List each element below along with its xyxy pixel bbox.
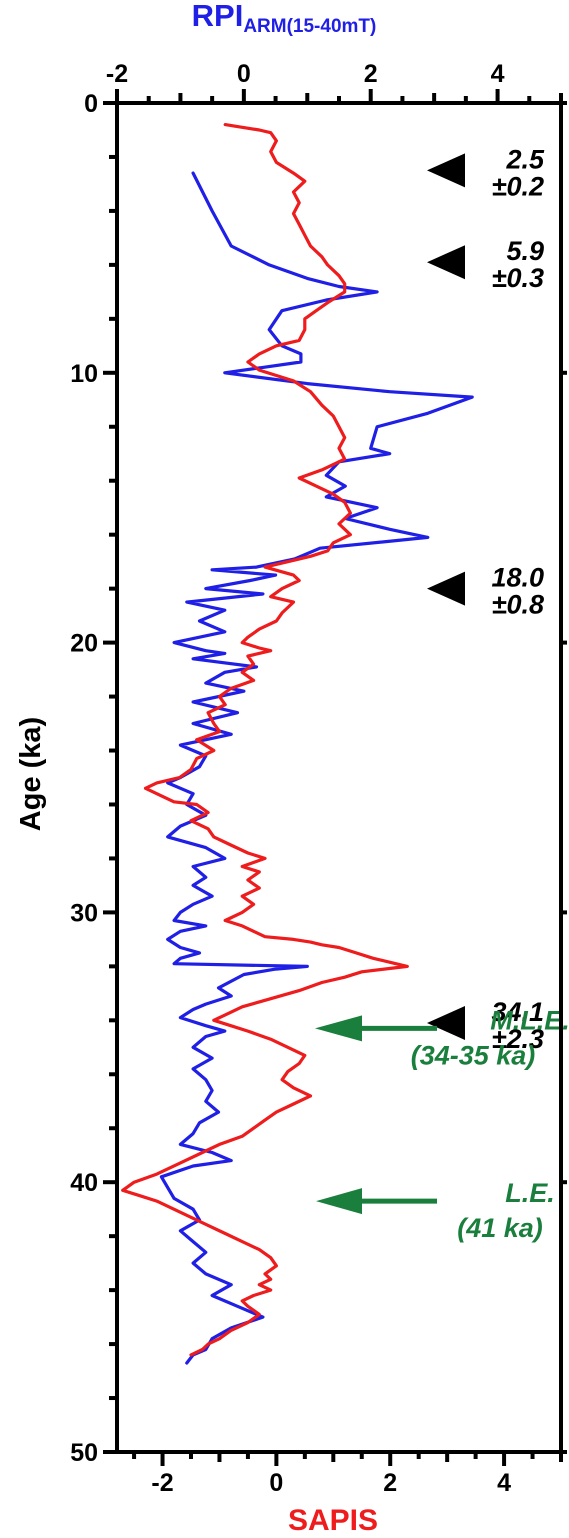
- axis-layer: 0 10 20 30 40 50 -2 0 2 4 -2 0 2 4: [70, 60, 567, 1497]
- series-layer: [121, 122, 474, 1365]
- event-name: M.L.E.: [490, 1005, 569, 1035]
- y-tick-label: 20: [70, 630, 98, 658]
- y-tick-label: 10: [70, 360, 98, 388]
- age-marker-value: 34.1: [491, 997, 544, 1027]
- age-marker-uncertainty: ±0.8: [492, 590, 544, 620]
- y-tick-label: 0: [84, 90, 98, 118]
- y-tick-label: 50: [70, 1439, 98, 1467]
- age-marker-value: 2.5: [505, 144, 545, 174]
- marker-layer: 2.5±0.2 5.9±0.3 18.0±0.8 34.1±2.3: [427, 144, 545, 1054]
- age-marker-uncertainty: ±0.2: [492, 171, 544, 201]
- event-name: L.E.: [505, 1178, 555, 1208]
- age-marker-uncertainty: ±2.3: [492, 1024, 544, 1054]
- age-marker-triangle-icon: [427, 1006, 465, 1040]
- top-tick-label: 0: [237, 60, 251, 88]
- age-marker-value: 18.0: [491, 563, 544, 593]
- top-tick-label: 4: [491, 60, 505, 88]
- event-arrow-icon: [316, 1188, 362, 1215]
- age-marker-triangle-icon: [427, 571, 465, 606]
- bottom-tick-label: -2: [151, 1469, 173, 1497]
- bottom-tick-label: 4: [497, 1469, 511, 1497]
- event-layer: M.L.E. (34-35 ka) L.E. (41 ka): [315, 1005, 569, 1243]
- top-axis-title-main: RPI: [192, 0, 244, 33]
- series-line-sapis: [121, 122, 409, 1357]
- age-marker-value: 5.9: [506, 236, 544, 266]
- top-tick-label: -2: [106, 60, 128, 88]
- event-arrow-icon: [315, 1015, 362, 1042]
- bottom-tick-label: 2: [383, 1469, 397, 1497]
- event-range-label: (34-35 ka): [411, 1040, 536, 1070]
- top-axis-title: RPIARM(15-40mT): [192, 0, 377, 37]
- y-tick-label: 40: [70, 1169, 98, 1197]
- series-line-rpi: [159, 171, 474, 1365]
- age-marker-triangle-icon: [427, 245, 465, 280]
- y-tick-label: 30: [70, 899, 98, 927]
- top-tick-label: 2: [364, 60, 378, 88]
- bottom-tick-label: 0: [269, 1469, 283, 1497]
- bottom-axis-title: SAPIS: [288, 1504, 378, 1537]
- age-marker-triangle-icon: [427, 153, 465, 188]
- top-axis-title-sub: ARM(15-40mT): [243, 16, 376, 37]
- y-axis-title: Age (ka): [15, 717, 47, 831]
- age-marker-uncertainty: ±0.3: [492, 263, 544, 293]
- event-range-label: (41 ka): [457, 1213, 543, 1243]
